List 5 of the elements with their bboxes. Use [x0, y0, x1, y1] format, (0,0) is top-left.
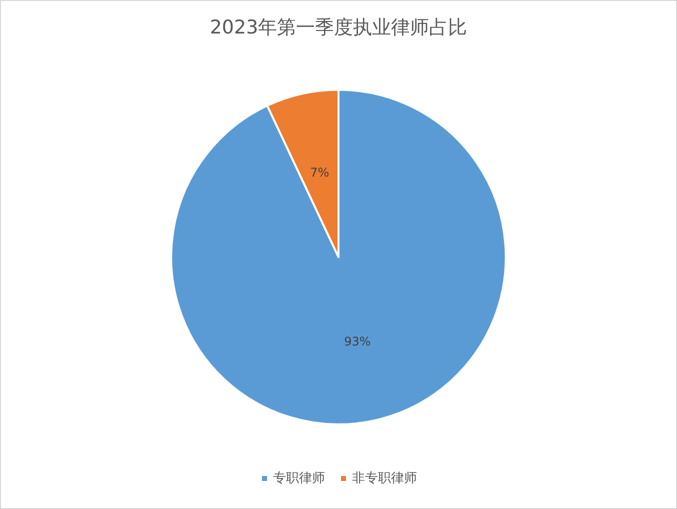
- data-label: 7%: [310, 165, 330, 180]
- data-label: 93%: [344, 334, 371, 349]
- legend-label: 非专职律师: [352, 471, 417, 486]
- chart-title: 2023年第一季度执业律师占比: [210, 16, 468, 38]
- legend-label: 专职律师: [273, 471, 325, 486]
